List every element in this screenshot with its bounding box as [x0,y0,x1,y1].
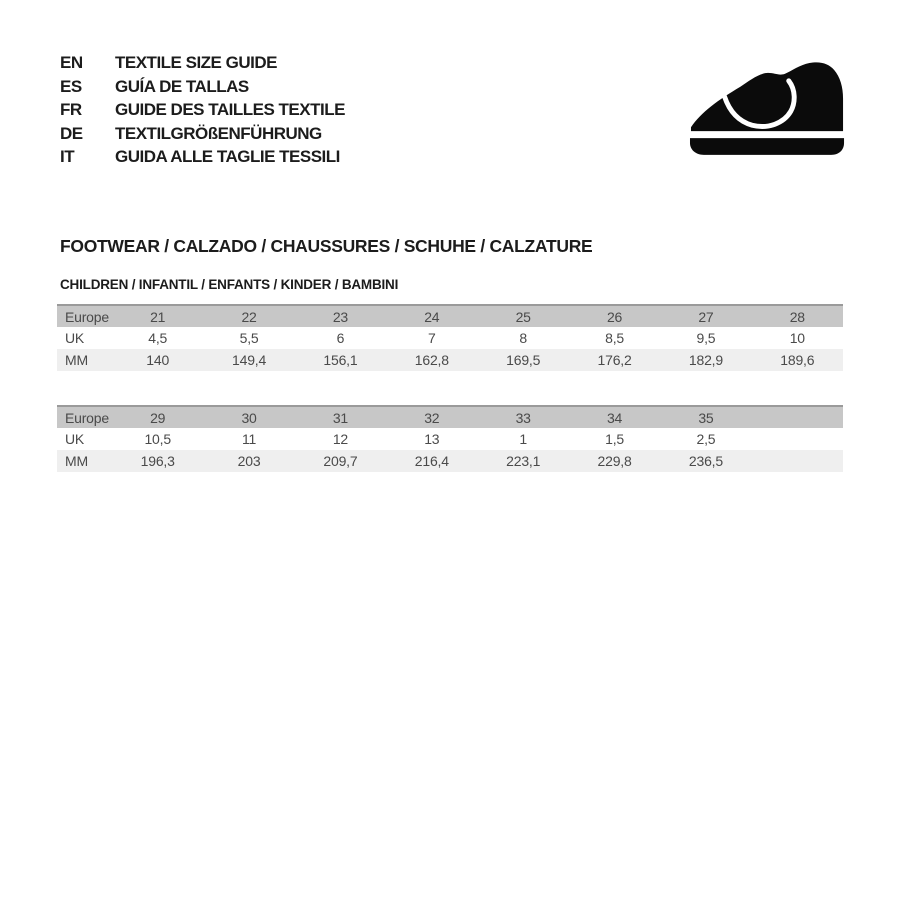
size-cell: 1 [519,431,527,447]
language-code: DE [60,123,83,143]
size-cell: 28 [789,308,805,325]
size-cell: 223,1 [506,453,541,469]
language-row: DE TEXTILGRÖßENFÜHRUNG [60,122,345,146]
size-cell: 26 [606,308,623,325]
size-cell: 236,5 [688,453,723,469]
row-label: UK [65,431,85,447]
size-cell: 30 [241,409,257,426]
language-code: IT [60,147,75,166]
language-title: GUIDE DES TAILLES TEXTILE [115,100,345,119]
size-cell [752,428,843,450]
language-code: FR [60,100,82,119]
size-cell: 12 [332,431,349,447]
size-cell: 11 [241,431,257,447]
size-cell: 203 [237,453,261,469]
language-row: EN TEXTILE SIZE GUIDE [60,51,345,75]
language-code: ES [60,76,82,96]
row-label: UK [65,330,85,346]
size-cell: 24 [424,308,440,325]
size-cell: 25 [515,308,531,325]
size-cell: 32 [424,409,440,426]
size-cell: 8 [519,330,527,346]
size-cell: 4,5 [148,330,168,346]
children-shoe-icon [689,62,845,155]
size-cell [752,450,843,472]
size-cell: 196,3 [140,453,175,469]
size-cell: 209,7 [323,453,358,469]
row-label: MM [65,352,88,368]
row-label: Europe [65,409,109,426]
language-list: EN TEXTILE SIZE GUIDE ES GUÍA DE TALLAS FR GU… [60,51,345,169]
size-cell: 5,5 [239,330,259,346]
size-cell: 176,2 [597,352,632,368]
size-cell: 10 [789,330,805,346]
size-cell: 2,5 [696,431,716,447]
table-row-europe: Europe 21 22 23 24 25 26 27 28 [57,305,843,327]
size-cell: 1,5 [605,431,624,447]
size-cell: 7 [428,330,436,346]
language-title: TEXTILE SIZE GUIDE [115,53,277,72]
size-cell: 9,5 [696,330,716,346]
size-cell: 169,5 [506,352,541,368]
table-row-mm: MM 196,3 203 209,7 216,4 223,1 229,8 236,5 [57,450,843,472]
table-row-mm: MM 140 149,4 156,1 162,8 169,5 176,2 182,9 189,6 [57,349,843,371]
language-title: TEXTILGRÖßENFÜHRUNG [115,123,322,143]
row-label: MM [65,453,88,469]
size-cell: 21 [150,308,166,325]
language-code: EN [60,53,83,72]
language-row: ES GUÍA DE TALLAS [60,75,345,99]
language-row: FR GUIDE DES TAILLES TEXTILE [60,98,345,122]
section-title: FOOTWEAR / CALZADO / CHAUSSURES / SCHUHE… [60,236,593,256]
size-cell: 140 [146,352,170,368]
size-cell: 31 [332,409,349,426]
table-row-uk: UK 10,5 11 12 13 1 1,5 2,5 [57,428,843,450]
size-cell: 34 [606,409,623,426]
language-title: GUIDA ALLE TAGLIE TESSILI [115,147,340,166]
size-cell: 162,8 [414,352,449,368]
language-row: IT GUIDA ALLE TAGLIE TESSILI [60,145,345,169]
size-cell: 22 [241,308,257,325]
size-cell: 216,4 [414,453,449,469]
row-label: Europe [65,308,109,325]
size-cell: 29 [150,409,166,426]
size-cell: 27 [698,308,714,325]
table-row-europe: Europe 29 30 31 32 33 34 35 [57,406,843,428]
size-cell: 189,6 [780,352,815,368]
size-cell: 10,5 [144,431,171,447]
size-cell: 182,9 [688,352,723,368]
size-cell: 13 [424,431,440,447]
language-title: GUÍA DE TALLAS [115,76,249,96]
size-cell [752,406,843,428]
size-table-children-1: Europe 21 22 23 24 25 26 27 28 UK 4,5 5,5 6 7 8 8,5 9,5 1… [57,304,843,371]
size-table-children-2: Europe 29 30 31 32 33 34 35 UK 10,5 11 12 13 1 1,5 2,5 M… [57,405,843,472]
size-cell: 33 [515,409,531,426]
size-cell: 23 [332,308,349,325]
size-cell: 8,5 [605,330,624,346]
size-cell: 156,1 [323,352,358,368]
section-subtitle: CHILDREN / INFANTIL / ENFANTS / KINDER /… [60,277,399,292]
size-cell: 6 [336,330,345,346]
size-cell: 229,8 [597,453,632,469]
size-cell: 35 [698,409,714,426]
size-cell: 149,4 [232,352,267,368]
table-row-uk: UK 4,5 5,5 6 7 8 8,5 9,5 10 [57,327,843,349]
